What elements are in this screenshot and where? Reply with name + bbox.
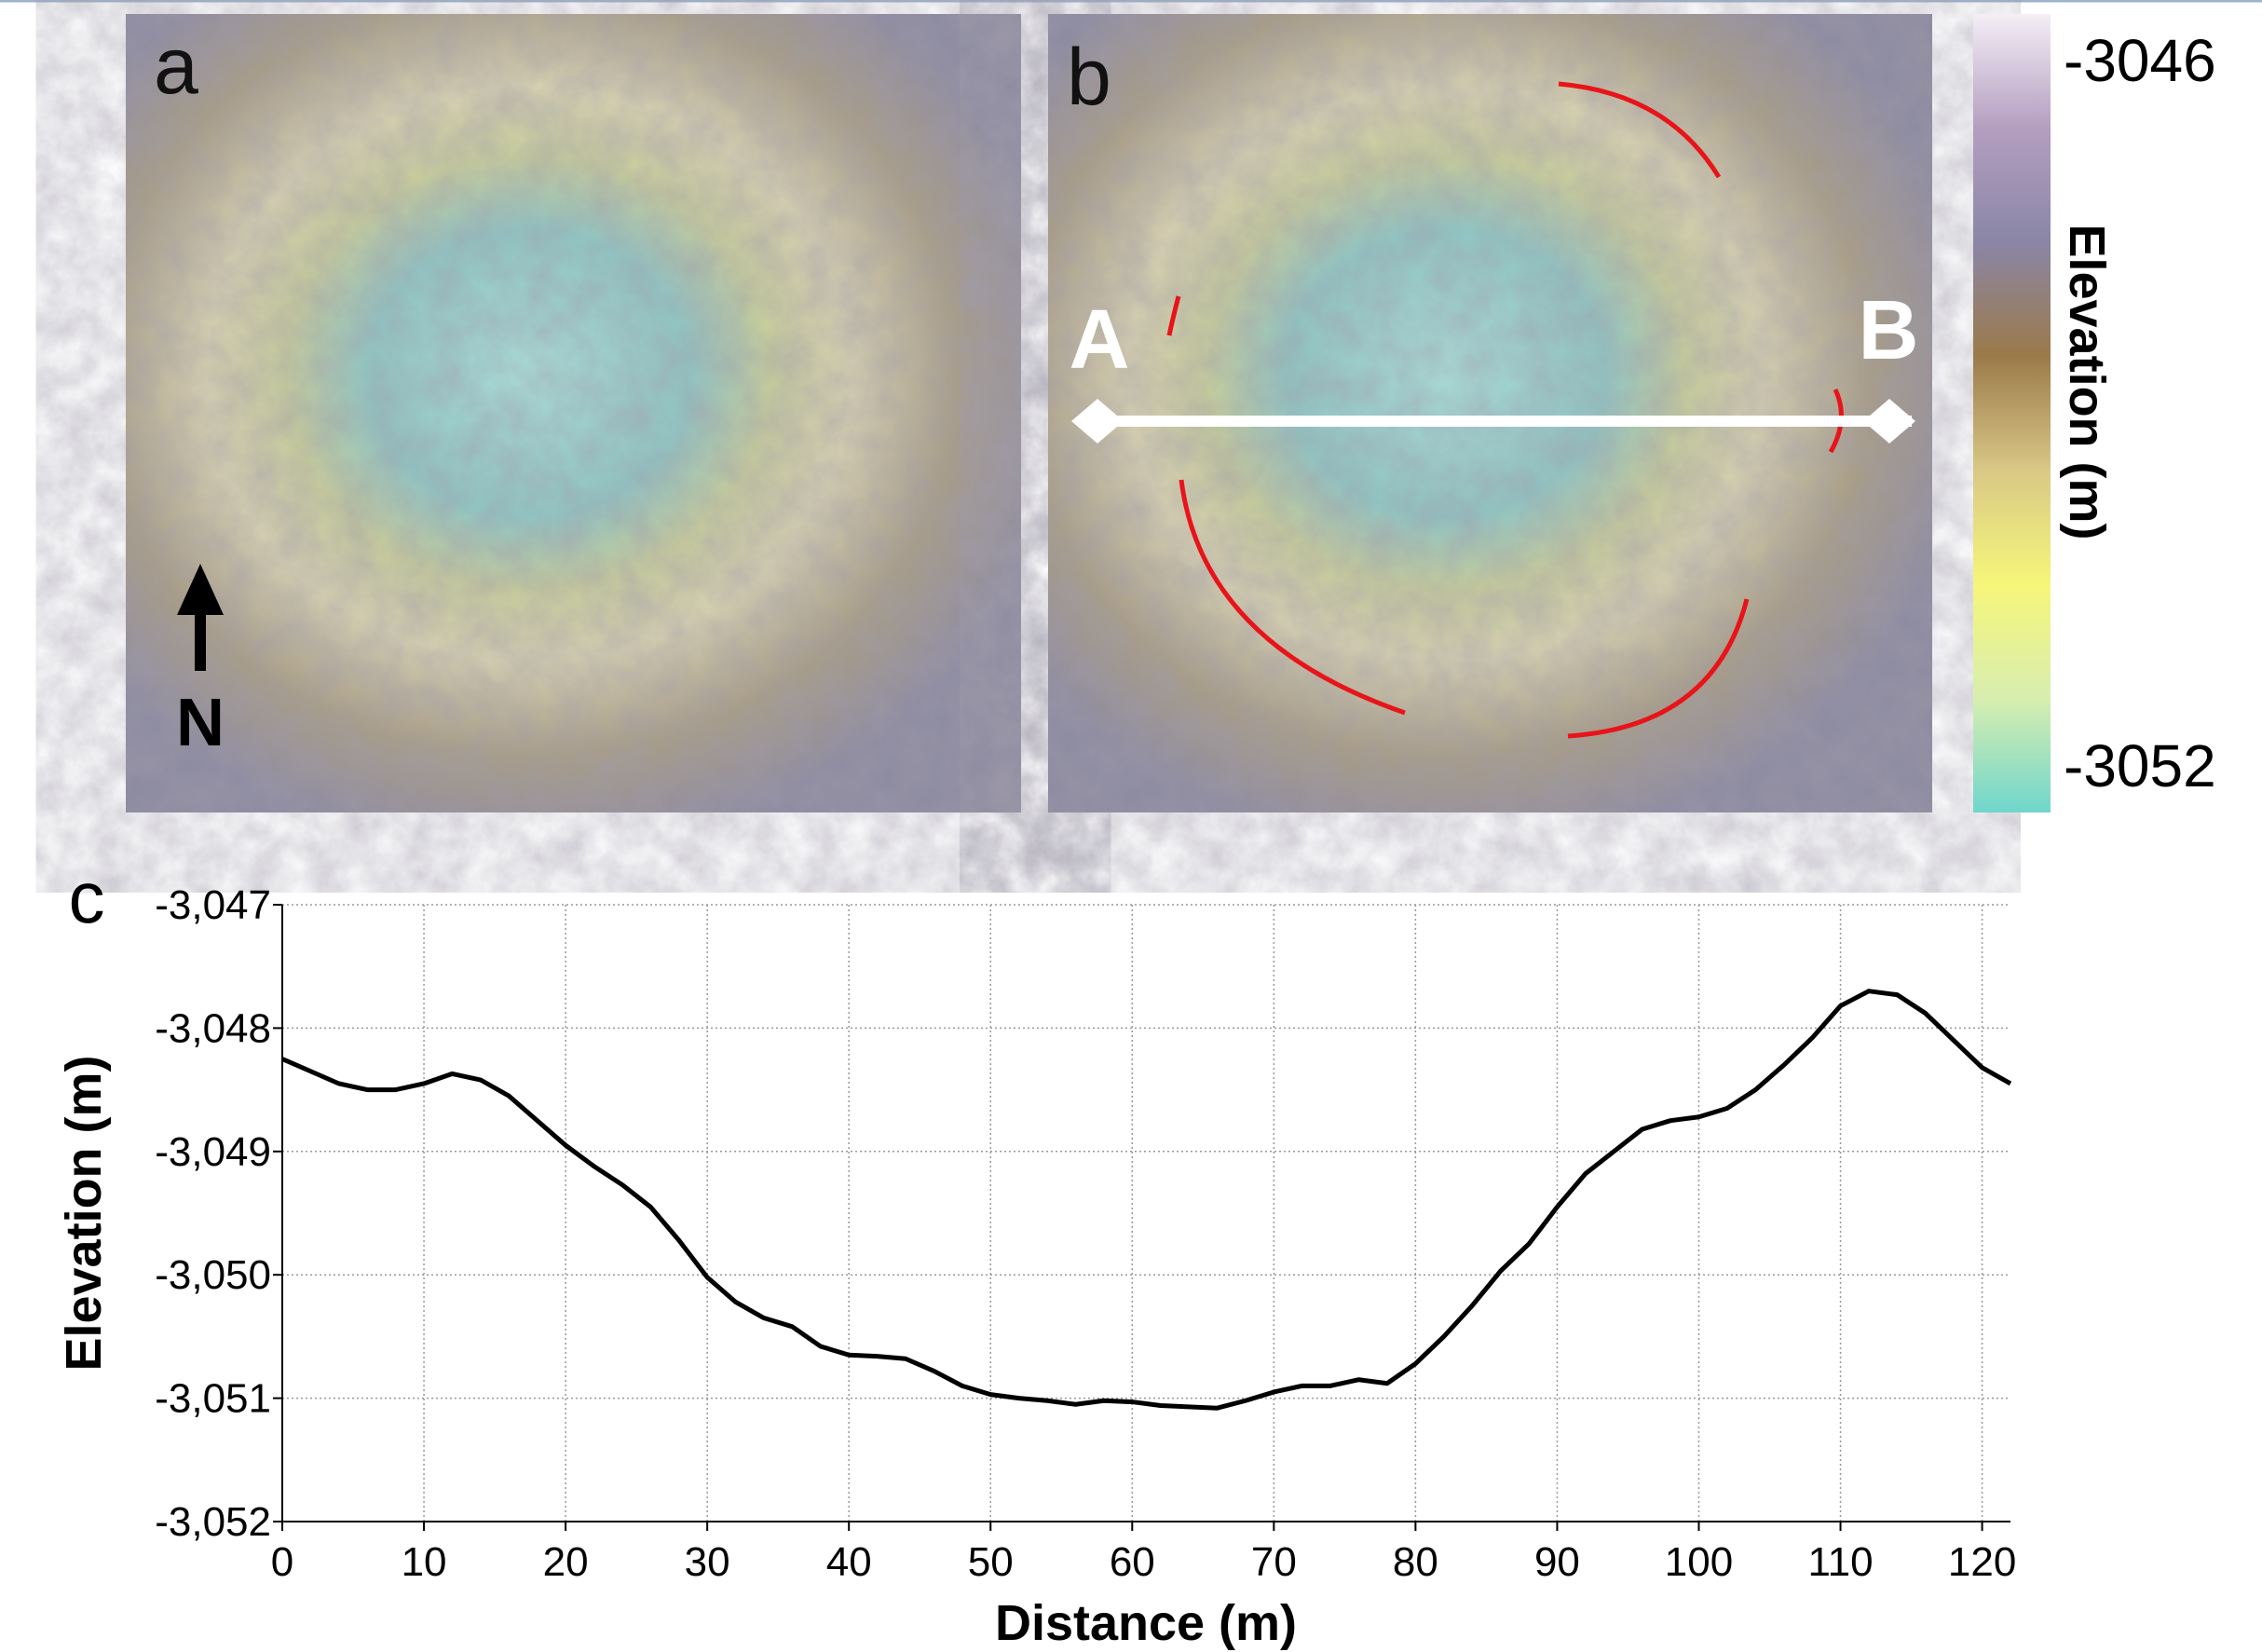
map-panel-a: a N (126, 14, 1021, 812)
x-tick-label: 110 (1807, 1539, 1873, 1585)
x-tick-label: 0 (271, 1539, 293, 1585)
y-tick-label: -3,051 (155, 1376, 271, 1422)
y-tick-label: -3,052 (155, 1499, 271, 1545)
panel-label: b (1067, 33, 1111, 122)
y-tick-label: -3,050 (155, 1252, 271, 1298)
colorbar-title: Elevation (m) (2059, 224, 2115, 539)
page: {"panels":[{"label":"a","north_label":"N… (0, 0, 2262, 1652)
x-tick-label: 10 (402, 1539, 447, 1585)
colorbar-tick-label: -3046 (2064, 27, 2216, 94)
north-label: N (176, 686, 225, 760)
map-panel-b: b A B (1048, 14, 1932, 812)
x-tick-label: 60 (1110, 1539, 1155, 1585)
x-tick-label: 50 (968, 1539, 1014, 1585)
x-tick-label: 70 (1251, 1539, 1297, 1585)
x-tick-label: 20 (543, 1539, 589, 1585)
y-axis-title: Elevation (m) (56, 1055, 112, 1371)
x-tick-label: 90 (1534, 1539, 1580, 1585)
x-tick-label: 30 (685, 1539, 730, 1585)
x-tick-label: 80 (1393, 1539, 1438, 1585)
panel-label: a (154, 21, 198, 111)
x-tick-label: 40 (826, 1539, 872, 1585)
profile-start-label: A (1070, 294, 1130, 387)
panel-label: c (69, 856, 105, 938)
x-tick-label: 100 (1665, 1539, 1733, 1585)
colorbar (1973, 14, 2051, 812)
figure: a N b A B c Distance (m) Elevation (m) E… (0, 0, 2262, 1652)
colorbar-tick-label: -3052 (2064, 732, 2216, 799)
plot-area (282, 905, 2010, 1522)
y-tick-label: -3,048 (155, 1005, 271, 1051)
x-axis-title: Distance (m) (995, 1595, 1297, 1651)
x-tick-label: 120 (1948, 1539, 2016, 1585)
y-tick-label: -3,047 (155, 882, 271, 928)
profile-end-label: B (1859, 284, 1919, 377)
y-tick-label: -3,049 (155, 1129, 271, 1175)
